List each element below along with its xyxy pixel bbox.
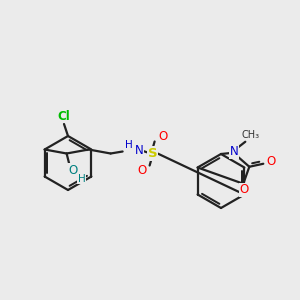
Text: N: N	[230, 145, 239, 158]
Text: H: H	[125, 140, 133, 149]
Text: O: O	[68, 164, 77, 177]
Text: O: O	[137, 164, 146, 177]
Text: O: O	[158, 130, 167, 143]
Text: O: O	[240, 183, 249, 196]
Text: S: S	[148, 147, 158, 160]
Text: N: N	[135, 144, 143, 157]
Text: CH₃: CH₃	[241, 130, 260, 140]
Text: Cl: Cl	[58, 110, 70, 122]
Text: O: O	[267, 155, 276, 168]
Text: H: H	[78, 173, 86, 184]
